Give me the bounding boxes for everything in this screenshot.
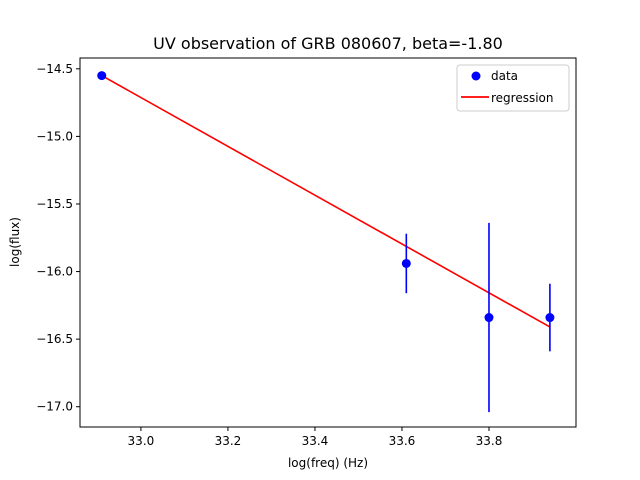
axes: 33.0 33.2 33.4 33.6 33.8 −14.5 −15.0 −15.5 −16.0… [36, 57, 577, 448]
data-point [401, 258, 411, 268]
x-tick-label: 33.0 [128, 434, 155, 448]
y-axis-label: log(flux) [8, 217, 22, 267]
plot-area [97, 71, 555, 413]
data-point [545, 313, 555, 323]
plot-frame [79, 57, 577, 428]
y-tick-label: −15.0 [36, 129, 73, 143]
legend-regression-label: regression [491, 91, 554, 105]
x-tick-label: 33.8 [476, 434, 503, 448]
y-tick-label: −16.0 [36, 265, 73, 279]
x-axis-label: log(freq) (Hz) [288, 456, 368, 470]
y-tick-label: −14.5 [36, 62, 73, 76]
y-tick-label: −16.5 [36, 332, 73, 346]
x-tick-label: 33.2 [215, 434, 242, 448]
legend-data-label: data [491, 69, 518, 83]
legend-frame [456, 64, 570, 112]
x-tick-label: 33.4 [302, 434, 329, 448]
y-tick-label: −17.0 [36, 400, 73, 414]
data-point [97, 71, 107, 81]
regression-line [101, 74, 551, 328]
legend: data regression [456, 64, 570, 112]
data-point [484, 313, 494, 323]
y-tick-label: −15.5 [36, 197, 73, 211]
x-tick-label: 33.6 [389, 434, 416, 448]
chart-title: UV observation of GRB 080607, beta=-1.80 [153, 34, 503, 53]
legend-data-marker [471, 71, 481, 81]
